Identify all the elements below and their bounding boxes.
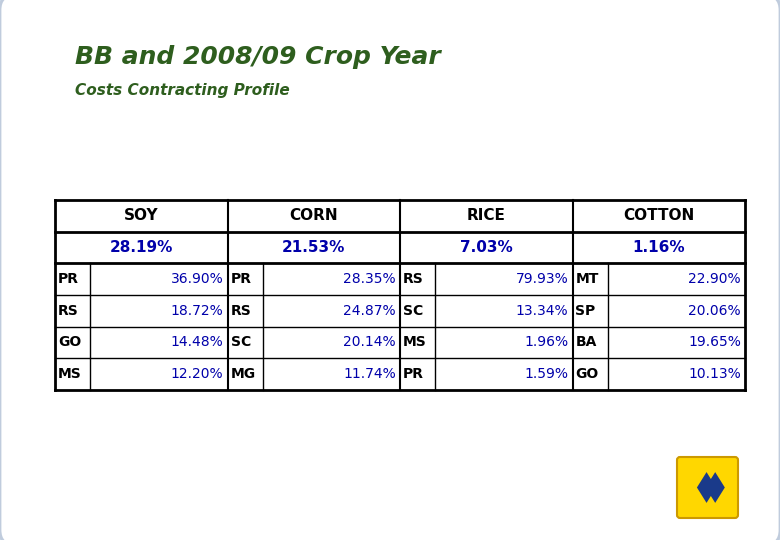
Text: 22.90%: 22.90% [689,272,741,286]
Text: 28.19%: 28.19% [109,240,173,255]
Text: 1.96%: 1.96% [524,335,569,349]
Text: PR: PR [231,272,251,286]
Text: 21.53%: 21.53% [282,240,346,255]
Polygon shape [706,472,725,503]
Text: 1.59%: 1.59% [524,367,569,381]
Text: 11.74%: 11.74% [343,367,396,381]
Text: MG: MG [231,367,256,381]
Text: 20.14%: 20.14% [343,335,396,349]
Text: SC: SC [231,335,250,349]
Text: SP: SP [576,304,596,318]
Polygon shape [697,472,716,503]
Text: GO: GO [576,367,599,381]
Text: 18.72%: 18.72% [171,304,224,318]
Text: BA: BA [576,335,597,349]
Text: 7.03%: 7.03% [460,240,512,255]
Text: GO: GO [58,335,81,349]
Text: MT: MT [576,272,599,286]
Text: COTTON: COTTON [623,208,694,224]
Text: CORN: CORN [289,208,338,224]
Text: SOY: SOY [124,208,158,224]
Text: 1.16%: 1.16% [633,240,685,255]
Text: PR: PR [58,272,79,286]
Text: 12.20%: 12.20% [171,367,224,381]
Text: 79.93%: 79.93% [516,272,569,286]
Text: RICE: RICE [466,208,505,224]
Text: 24.87%: 24.87% [343,304,396,318]
FancyBboxPatch shape [677,457,738,518]
Text: Costs Contracting Profile: Costs Contracting Profile [75,83,289,98]
Text: RS: RS [231,304,251,318]
Text: 10.13%: 10.13% [688,367,741,381]
Text: 36.90%: 36.90% [171,272,224,286]
Text: BB and 2008/09 Crop Year: BB and 2008/09 Crop Year [75,45,441,69]
Text: 14.48%: 14.48% [171,335,224,349]
Text: MS: MS [403,335,427,349]
Text: RS: RS [403,272,424,286]
Text: 20.06%: 20.06% [689,304,741,318]
Text: MS: MS [58,367,82,381]
Text: 13.34%: 13.34% [516,304,569,318]
Text: 19.65%: 19.65% [688,335,741,349]
Text: PR: PR [403,367,424,381]
Text: SC: SC [403,304,424,318]
Text: 28.35%: 28.35% [343,272,396,286]
Text: RS: RS [58,304,79,318]
